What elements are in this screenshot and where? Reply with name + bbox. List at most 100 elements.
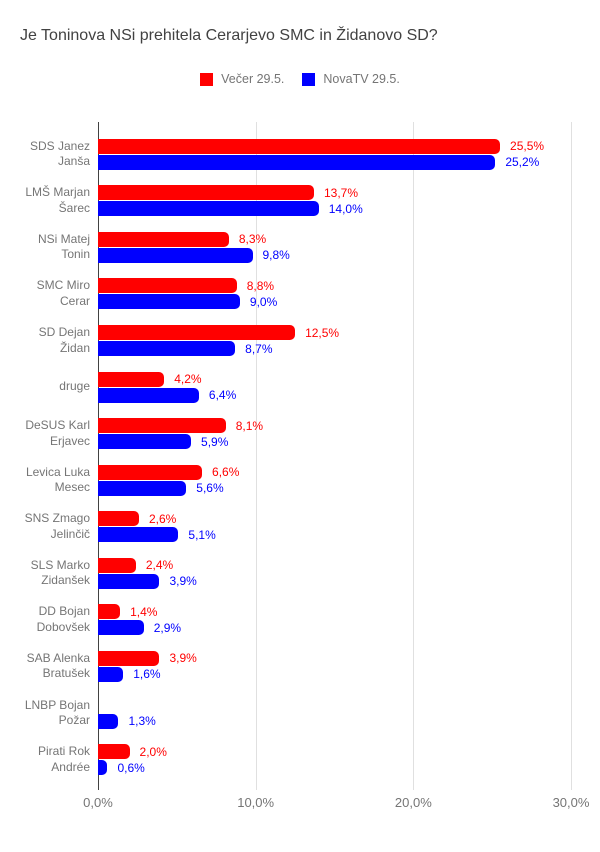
bar-novatv[interactable] (98, 434, 192, 450)
bar-vecer[interactable] (98, 557, 136, 573)
bar-novatv[interactable] (98, 666, 124, 682)
plot-gridlines (98, 122, 572, 790)
bar-value-vecer: 13,7% (324, 185, 359, 200)
bar-novatv[interactable] (98, 480, 187, 496)
category-label: NSi Matej Tonin (0, 224, 98, 271)
chart-row: DD Bojan Dobovšek 1,4% 2,9% (0, 597, 571, 644)
category-label-line: NSi Matej (37, 231, 90, 246)
bar-vecer[interactable] (98, 650, 160, 666)
category-label-line: Erjavec (49, 433, 90, 448)
category-label-line: Požar (58, 713, 90, 728)
bar-value-novatv: 2,9% (153, 620, 182, 635)
bar-line-novatv: 25,2% (98, 154, 571, 170)
bar-value-vecer: 12,5% (305, 325, 340, 340)
chart-row: LMŠ Marjan Šarec 13,7% 14,0% (0, 178, 571, 225)
bar-value-vecer: 2,4% (145, 558, 174, 573)
bar-novatv[interactable] (98, 760, 108, 776)
category-label-line: Cerar (59, 293, 90, 308)
category-label-line: Andrée (51, 759, 90, 774)
bar-novatv[interactable] (98, 294, 240, 310)
bar-group: 2,6% 5,1% (98, 504, 571, 551)
legend-item-novatv: NovaTV 29.5. (302, 72, 400, 86)
bar-novatv[interactable] (98, 387, 199, 403)
bar-novatv[interactable] (98, 713, 119, 729)
bar-group: 1,4% 2,9% (98, 597, 571, 644)
bar-vecer[interactable] (98, 185, 314, 201)
legend-label-novatv: NovaTV 29.5. (323, 72, 400, 86)
category-label-line: DeSUS Karl (25, 418, 90, 433)
category-label-line: Janša (57, 154, 90, 169)
bar-line-novatv: 1,3% (98, 713, 571, 729)
bar-line-novatv: 2,9% (98, 620, 571, 636)
bar-vecer[interactable] (98, 371, 165, 387)
bar-value-novatv: 9,8% (262, 248, 290, 263)
category-label-line: SD Dejan (38, 325, 90, 340)
bar-value-novatv: 8,7% (245, 341, 273, 356)
bar-novatv[interactable] (98, 527, 179, 543)
bar-group: 2,0% 0,6% (98, 736, 571, 783)
chart-title: Je Toninova NSi prehitela Cerarjevo SMC … (20, 27, 438, 44)
bar-line-novatv: 14,0% (98, 201, 571, 217)
bar-vecer[interactable] (98, 511, 139, 527)
category-label-line: DD Bojan (38, 604, 90, 619)
chart-row: SNS Zmago Jelinčič 2,6% 5,1% (0, 504, 571, 551)
category-label: Levica Luka Mesec (0, 457, 98, 504)
bar-line-vecer: 8,3% (98, 231, 571, 247)
category-label-line: Tonin (61, 247, 90, 262)
category-label-line: Mesec (54, 480, 90, 495)
category-label: LNBP Bojan Požar (0, 690, 98, 737)
bar-value-novatv: 6,4% (208, 388, 237, 403)
bar-group: 8,1% 5,9% (98, 410, 571, 457)
category-label: SNS Zmago Jelinčič (0, 504, 98, 551)
bar-vecer[interactable] (98, 138, 501, 154)
bar-line-vecer: 8,1% (98, 418, 571, 434)
x-tick-20: 20,0% (394, 795, 432, 810)
bar-value-vecer: 4,2% (174, 372, 202, 387)
category-label: DeSUS Karl Erjavec (0, 410, 98, 457)
bar-line-novatv: 1,6% (98, 666, 571, 682)
legend-item-vecer: Večer 29.5. (200, 72, 284, 86)
chart-row: Levica Luka Mesec 6,6% 5,6% (0, 457, 571, 504)
bar-novatv[interactable] (98, 201, 319, 217)
bar-novatv[interactable] (98, 573, 160, 589)
category-label-line: SAB Alenka (26, 650, 90, 665)
bar-value-vecer: 8,3% (238, 232, 267, 247)
bar-novatv[interactable] (98, 620, 144, 636)
bar-value-novatv: 25,2% (505, 155, 540, 170)
bar-vecer[interactable] (98, 464, 203, 480)
category-label-line: Bratušek (42, 666, 90, 681)
category-label-line: druge (59, 379, 90, 394)
bar-vecer[interactable] (98, 604, 121, 620)
category-label: SLS Marko Zidanšek (0, 550, 98, 597)
bar-value-vecer: 8,1% (235, 418, 264, 433)
bar-line-novatv: 6,4% (98, 387, 571, 403)
x-axis: 0,0% 10,0% 20,0% 30,0% (83, 795, 589, 811)
chart-row: druge 4,2% 6,4% (0, 364, 571, 411)
bar-line-vecer: 13,7% (98, 185, 571, 201)
bar-line-vecer: 1,4% (98, 604, 571, 620)
bar-value-vecer: 2,6% (148, 511, 177, 526)
bar-group: 6,6% 5,6% (98, 457, 571, 504)
category-label: SDS Janez Janša (0, 131, 98, 178)
bar-value-novatv: 5,6% (196, 481, 224, 496)
bar-vecer[interactable] (98, 325, 296, 341)
category-label-line: Dobovšek (36, 619, 90, 634)
bar-novatv[interactable] (98, 341, 236, 357)
bar-group: 13,7% 14,0% (98, 178, 571, 225)
bar-novatv[interactable] (98, 247, 253, 263)
category-label-line: SLS Marko (30, 557, 90, 572)
category-label-line: Židan (59, 340, 90, 355)
bar-line-novatv: 3,9% (98, 573, 571, 589)
bar-group: 25,5% 25,2% (98, 131, 571, 178)
bar-vecer[interactable] (98, 231, 229, 247)
bar-vecer[interactable] (98, 744, 130, 760)
bar-vecer[interactable] (98, 418, 226, 434)
bar-line-vecer: 12,5% (98, 325, 571, 341)
category-label-line: Šarec (58, 200, 90, 215)
bar-vecer[interactable] (98, 278, 237, 294)
bar-line-novatv: 9,8% (98, 247, 571, 263)
category-label-line: SNS Zmago (24, 511, 90, 526)
bar-line-novatv: 5,1% (98, 527, 571, 543)
bar-novatv[interactable] (98, 154, 496, 170)
